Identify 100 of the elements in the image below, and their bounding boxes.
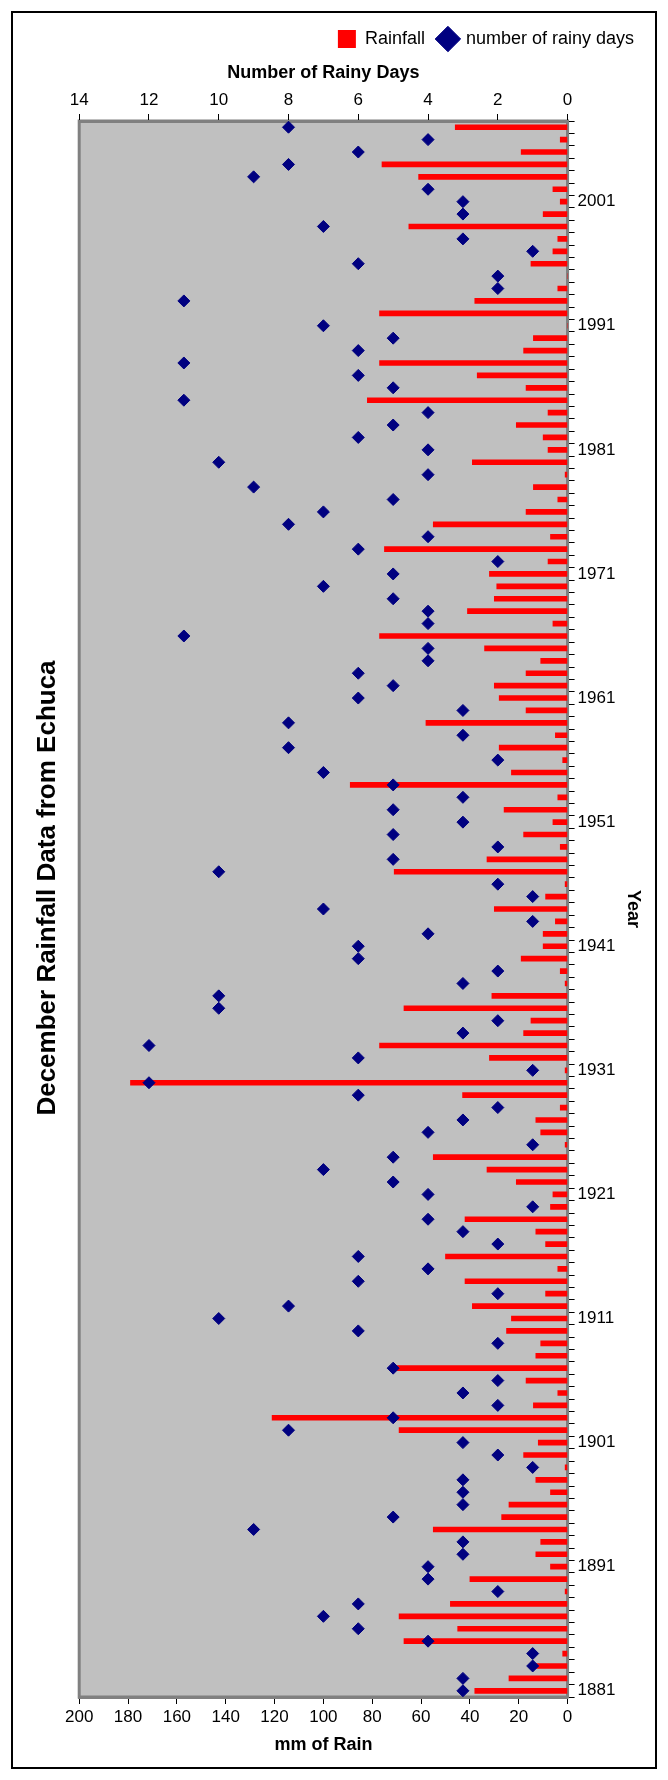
- bar: [515, 422, 568, 428]
- bar: [515, 1179, 568, 1185]
- bar: [474, 298, 568, 304]
- x2-tick-label: 12: [139, 90, 159, 110]
- bar: [540, 657, 568, 664]
- bar: [403, 1005, 568, 1012]
- bar: [432, 1154, 568, 1161]
- bar: [523, 1452, 568, 1458]
- bar: [535, 1551, 568, 1558]
- y-tick-label: 1901: [577, 1432, 616, 1452]
- x2-tick-label: 14: [69, 90, 89, 110]
- x-tick-label: 60: [411, 1706, 431, 1726]
- bar: [525, 670, 568, 677]
- x-tick-label: 180: [113, 1706, 143, 1726]
- bar: [384, 546, 568, 552]
- bar: [506, 1328, 568, 1334]
- y-tick-label: 1951: [577, 811, 616, 831]
- x-tick-label: 80: [362, 1706, 382, 1726]
- bar: [425, 720, 568, 726]
- bar: [559, 968, 568, 974]
- bar: [550, 533, 568, 540]
- y-tick-label: 2001: [577, 191, 616, 211]
- bar: [503, 806, 568, 813]
- bar: [542, 943, 568, 950]
- bar: [540, 1539, 568, 1545]
- bar: [552, 819, 568, 825]
- bar: [474, 1687, 568, 1694]
- bar: [562, 757, 568, 763]
- x2-tick-label: 8: [283, 90, 294, 110]
- bar: [533, 335, 568, 341]
- bar: [469, 1576, 568, 1582]
- bar: [535, 1352, 568, 1359]
- bar: [545, 1290, 568, 1297]
- text: December Rainfall Data from Echuca: [30, 659, 61, 1116]
- bar: [491, 993, 568, 999]
- bar: [498, 744, 568, 751]
- legend-label: number of rainy days: [465, 27, 635, 48]
- bar: [557, 1266, 568, 1272]
- x-tick-label: 160: [162, 1706, 192, 1726]
- bar: [472, 1303, 568, 1309]
- bar: [464, 1278, 568, 1285]
- bar: [545, 1241, 568, 1247]
- y-tick-label: 1941: [577, 935, 616, 955]
- x2-tick-label: 2: [493, 90, 503, 110]
- x-tick-label: 200: [65, 1706, 94, 1726]
- bar: [533, 484, 568, 490]
- legend-label: Rainfall: [364, 27, 425, 48]
- bar: [418, 174, 568, 180]
- bar: [379, 633, 568, 639]
- x-tick-label: 100: [309, 1706, 338, 1726]
- bar: [467, 608, 568, 614]
- x-tick-label: 120: [260, 1706, 289, 1726]
- bar: [559, 844, 568, 850]
- bar: [489, 571, 568, 577]
- bar: [550, 1204, 568, 1210]
- bar: [464, 1216, 568, 1223]
- y-tick-label: 1931: [577, 1060, 616, 1080]
- y-axis-title: Year: [624, 889, 645, 929]
- x-tick-label: 40: [460, 1706, 480, 1726]
- bar: [552, 248, 568, 255]
- bar: [398, 1427, 568, 1434]
- bar: [530, 1017, 568, 1024]
- x-tick-label: 0: [562, 1706, 573, 1726]
- bar: [547, 447, 568, 453]
- y-tick-label: 1961: [577, 687, 616, 707]
- x2-tick-label: 6: [353, 90, 364, 110]
- y-tick-label: 1891: [577, 1556, 616, 1576]
- bar: [457, 1625, 568, 1632]
- bar: [542, 211, 568, 217]
- bar: [493, 595, 568, 602]
- x2-tick-label: 10: [209, 90, 229, 110]
- bar: [462, 1092, 568, 1098]
- bar: [555, 732, 568, 739]
- y-tick-label: 1881: [577, 1680, 616, 1700]
- bar: [557, 794, 568, 801]
- bar: [450, 1601, 568, 1607]
- bar: [525, 384, 568, 391]
- bar: [542, 930, 568, 937]
- x-tick-label: 20: [509, 1706, 529, 1726]
- bar: [520, 149, 568, 155]
- bar: [523, 1030, 568, 1036]
- bar: [498, 695, 568, 701]
- x2-tick-label: 0: [562, 90, 573, 110]
- x2-tick-label: 4: [423, 90, 433, 110]
- bar: [557, 236, 568, 242]
- bar: [367, 397, 568, 404]
- bar: [525, 509, 568, 515]
- bar: [557, 1390, 568, 1396]
- bar: [552, 186, 568, 193]
- y-tick-label: 1981: [577, 439, 616, 459]
- y-tick-label: 1921: [577, 1184, 616, 1204]
- bar: [493, 906, 568, 912]
- x-axis-title: mm of Rain: [274, 1734, 373, 1755]
- bar: [550, 1563, 568, 1570]
- bar: [501, 1514, 568, 1520]
- y-tick-label: 1991: [577, 315, 616, 335]
- bar: [379, 360, 568, 366]
- bar: [550, 1489, 568, 1496]
- y-tick-label: 1971: [577, 563, 616, 583]
- bar: [393, 868, 568, 875]
